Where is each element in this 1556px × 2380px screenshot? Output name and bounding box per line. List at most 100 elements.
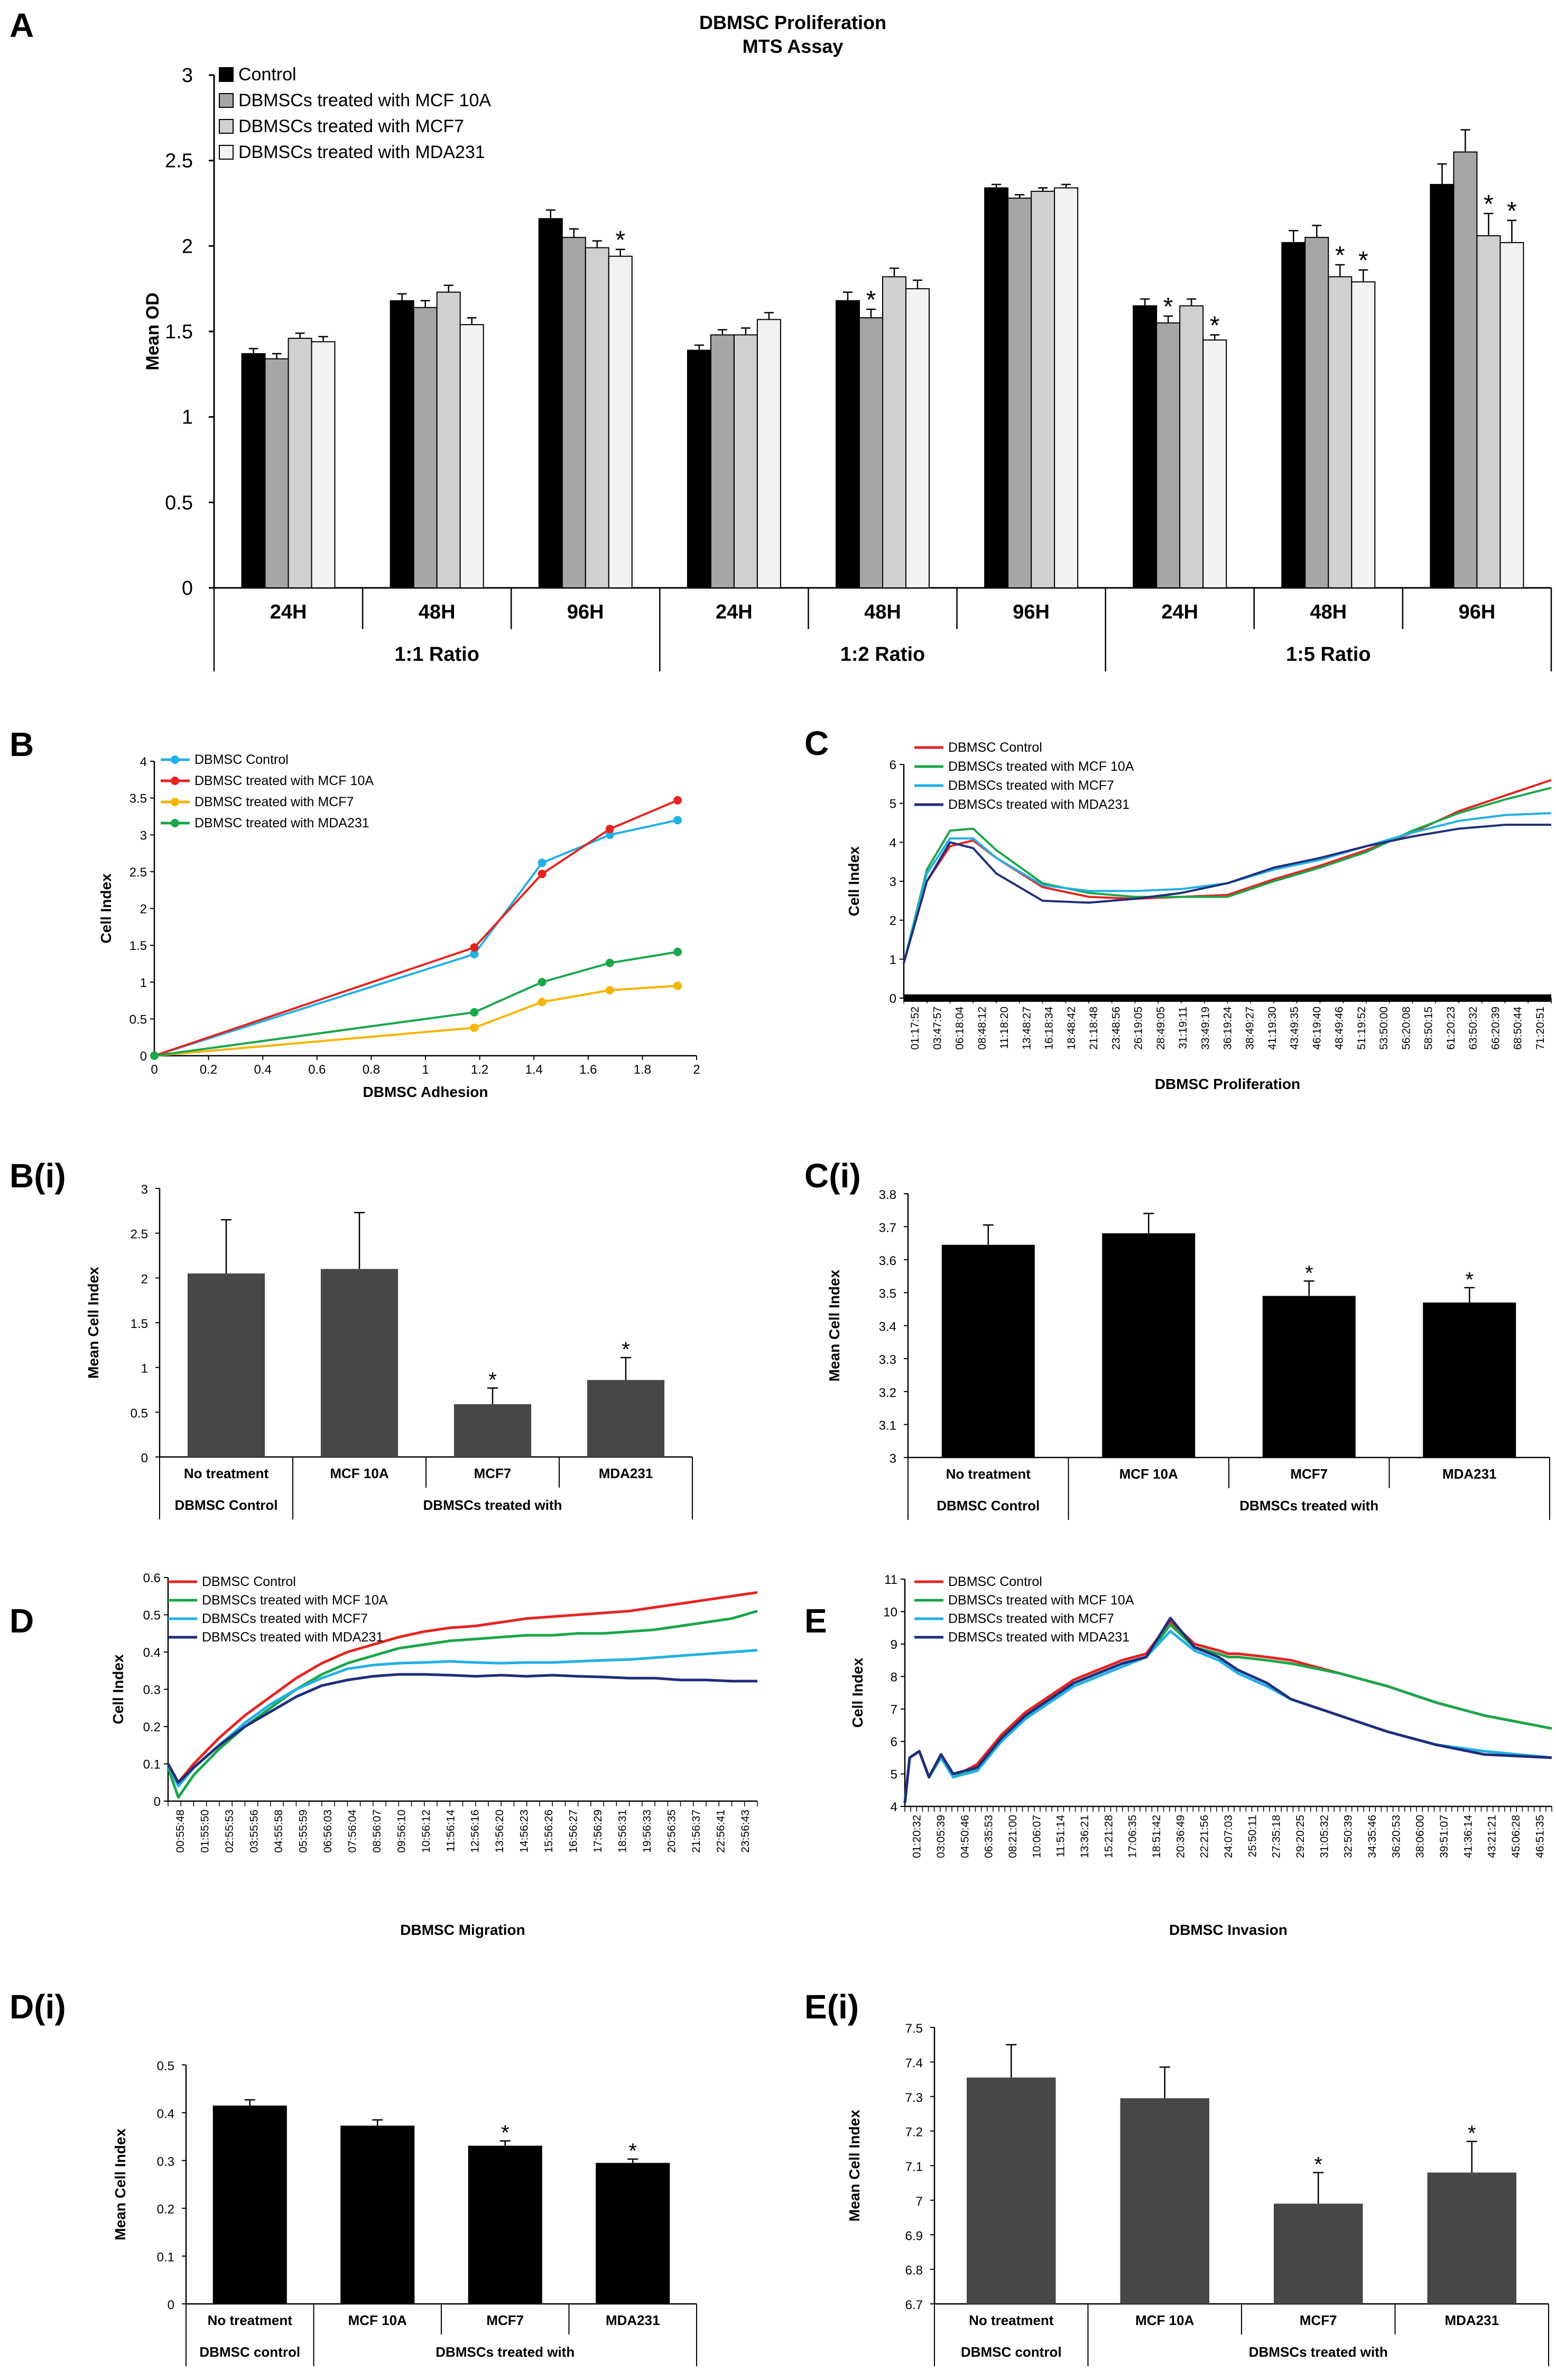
significance-star: * xyxy=(866,286,876,314)
x-tick-label: 10:56:12 xyxy=(420,1810,432,1853)
bar xyxy=(1031,190,1055,589)
y-tick-label: 8 xyxy=(891,1670,897,1684)
bar xyxy=(311,341,336,589)
category-label: MCF7 xyxy=(1300,2312,1337,2328)
y-tick-label: 3.8 xyxy=(879,1188,896,1202)
bar xyxy=(882,276,906,588)
data-point xyxy=(538,998,547,1007)
x-tick-label: 02:55:53 xyxy=(224,1810,236,1853)
y-tick-label: 0 xyxy=(890,992,896,1006)
x-tick-label: 2 xyxy=(693,1063,700,1077)
y-axis-label: Cell Index xyxy=(98,873,114,944)
x-tick-label: 11:18:20 xyxy=(998,1007,1011,1049)
bar xyxy=(538,218,563,589)
y-tick-label: 6.9 xyxy=(905,2229,923,2243)
y-tick-label: 3.1 xyxy=(879,1419,896,1433)
x-tick-label: 25:50:11 xyxy=(1246,1815,1258,1857)
data-point xyxy=(605,825,614,834)
group-label: 1:1 Ratio xyxy=(394,643,479,666)
x-tick-label: 56:20:08 xyxy=(1400,1007,1412,1050)
bar xyxy=(1351,281,1376,588)
y-tick-label: 2 xyxy=(890,914,896,928)
y-axis-label: Mean Cell Index xyxy=(846,2109,863,2221)
x-tick-label: 1.4 xyxy=(525,1063,543,1077)
y-tick-label: 7.4 xyxy=(905,2056,923,2070)
x-axis-label: DBMSC Proliferation xyxy=(1155,1076,1300,1092)
data-point xyxy=(538,977,547,986)
significance-star: * xyxy=(615,226,625,254)
x-tick-label: 13:56:20 xyxy=(494,1810,506,1853)
y-axis-label: Cell Index xyxy=(849,1657,866,1728)
data-point xyxy=(673,981,682,990)
bar xyxy=(1274,2203,1363,2304)
y-tick-label: 0.1 xyxy=(157,2250,174,2265)
significance-star: * xyxy=(1210,311,1220,339)
legend-label: DBMSC treated with MDA231 xyxy=(195,816,369,831)
legend-swatch xyxy=(219,119,234,134)
bar xyxy=(587,1380,665,1457)
y-tick-label: 7 xyxy=(916,2194,923,2209)
y-tick-label: 1 xyxy=(141,1362,148,1376)
y-tick-label: 9 xyxy=(891,1638,897,1652)
bar xyxy=(1427,2172,1516,2304)
bar xyxy=(1262,1296,1356,1457)
significance-star: * xyxy=(1484,190,1494,218)
legend-label: DBMSCs treated with MCF 10A xyxy=(238,90,491,110)
x-tick-label: 03:55:56 xyxy=(248,1810,261,1853)
x-tick-label: 34:35:46 xyxy=(1366,1815,1378,1858)
bar xyxy=(984,187,1009,588)
panel-label-c: C xyxy=(804,724,829,762)
y-tick-label: 2.5 xyxy=(129,865,147,880)
category-label: MCF7 xyxy=(1290,1466,1328,1482)
y-tick-label: 3.5 xyxy=(879,1287,896,1301)
data-point xyxy=(673,816,682,825)
bar xyxy=(436,291,461,588)
x-tick-label: 13:36:21 xyxy=(1079,1815,1091,1858)
x-tick-label: 01:55:50 xyxy=(199,1810,211,1853)
y-tick-label: 3 xyxy=(182,64,193,87)
bar xyxy=(905,288,930,588)
x-tick-label: 18:56:31 xyxy=(616,1810,628,1853)
legend-label: DBMSCs treated with MDA231 xyxy=(948,797,1129,812)
category-label: MDA231 xyxy=(606,2312,660,2328)
panel-label: D(i) xyxy=(10,1988,66,2026)
category-label: 24H xyxy=(716,601,753,623)
y-tick-label: 3.3 xyxy=(879,1353,896,1367)
group-label: DBMSCs treated with xyxy=(423,1497,562,1513)
panel-di: D(i) 0 0.1 0.2 0.3 0.4 0.5 Mean Cell Index No tr… xyxy=(10,1988,697,2366)
x-tick-label: 68:50:44 xyxy=(1512,1007,1524,1050)
significance-star: * xyxy=(1314,2153,1322,2176)
bar xyxy=(1179,305,1204,588)
legend-marker xyxy=(171,777,179,785)
bar xyxy=(1054,187,1079,588)
y-tick-label: 0.5 xyxy=(131,1406,148,1420)
group-label: 1:2 Ratio xyxy=(840,643,925,666)
group-label: DBMSCs treated with xyxy=(1239,1498,1378,1514)
bar xyxy=(608,255,633,588)
y-tick-label: 11 xyxy=(884,1573,897,1587)
y-tick-label: 6 xyxy=(891,1735,897,1749)
category-label: MDA231 xyxy=(599,1465,653,1481)
bar xyxy=(1120,2098,1209,2304)
x-tick-label: 12:56:16 xyxy=(469,1810,481,1853)
group-label: DBMSC control xyxy=(961,2344,1062,2360)
y-tick-label: 0 xyxy=(168,2298,174,2312)
bar xyxy=(836,300,860,588)
y-tick-label: 3.2 xyxy=(879,1386,896,1400)
x-tick-label: 08:21:00 xyxy=(1007,1815,1019,1858)
x-tick-label: 06:35:53 xyxy=(983,1815,995,1858)
panel-e: E 4 5 6 7 8 9 10 11 Cell Index DBMSC Invasion 01:20… xyxy=(804,1573,1552,1938)
panel-label-e: E xyxy=(804,1602,827,1640)
panel-d: D 0 0.1 0.2 0.3 0.4 0.5 0.6 Cell Index DBMSC Migr… xyxy=(10,1571,758,1938)
x-tick-label: 17:56:29 xyxy=(592,1810,604,1853)
x-tick-label: 26:19:05 xyxy=(1133,1007,1145,1050)
x-tick-label: 1.8 xyxy=(634,1063,651,1077)
y-tick-label: 3 xyxy=(140,828,147,843)
panel-label: C(i) xyxy=(804,1157,861,1195)
x-tick-label: 06:18:04 xyxy=(954,1007,966,1050)
legend-marker xyxy=(171,755,179,764)
significance-star: * xyxy=(501,2121,510,2145)
y-tick-label: 0.5 xyxy=(129,1012,147,1027)
y-tick-label: 1.5 xyxy=(129,939,147,953)
